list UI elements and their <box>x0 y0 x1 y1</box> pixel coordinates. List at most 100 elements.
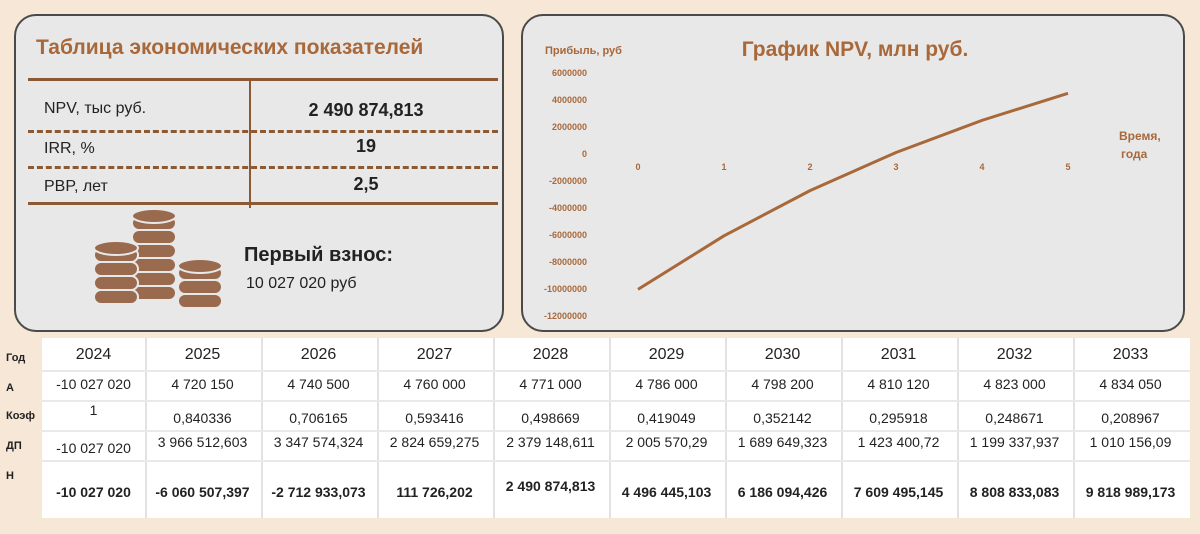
a-cell: 4 720 150 <box>171 376 234 392</box>
first-payment-label: Первый взнос: <box>244 244 393 266</box>
x-tick-label: 4 <box>979 162 984 172</box>
a-cell: 4 823 000 <box>983 376 1046 392</box>
npv-cell: 6 186 094,426 <box>737 484 828 500</box>
x-tick-label: 1 <box>721 162 726 172</box>
table-grid <box>42 338 1190 518</box>
row-label-a: А <box>6 382 14 394</box>
coef-cell: 1 <box>89 402 98 418</box>
chart-title: График NPV, млн руб. <box>741 38 969 61</box>
a-cell: 4 810 120 <box>867 376 930 392</box>
npv-cell: 111 726,202 <box>396 484 473 500</box>
y-tick-label: 6000000 <box>552 68 587 78</box>
dp-cell: 2 824 659,275 <box>389 434 480 450</box>
y-tick-label: -8000000 <box>549 257 587 267</box>
year-cell: 2028 <box>532 346 569 363</box>
x-axis-label: года <box>1121 147 1148 161</box>
dp-cell: 1 423 400,72 <box>857 434 940 450</box>
divider <box>28 78 498 81</box>
npv-chart-card: График NPV, млн руб. Прибыль, руб Время, г… <box>521 14 1185 332</box>
year-cell: 2024 <box>75 346 112 363</box>
year-cell: 2031 <box>880 346 917 363</box>
x-tick-label: 0 <box>635 162 640 172</box>
divider <box>28 202 498 205</box>
year-cell: 2030 <box>764 346 801 363</box>
year-cell: 2027 <box>416 346 453 363</box>
x-tick-label: 3 <box>893 162 898 172</box>
row-separator <box>42 460 1190 462</box>
npv-cell: 8 808 833,083 <box>969 484 1060 500</box>
coins-stack-icon <box>93 208 223 309</box>
column-separator <box>957 338 959 518</box>
coef-cell: 0,352142 <box>753 410 812 426</box>
cash-flow-table: Год А Коэф ДП Н 2024 2025 2026 2027 2028 2029 2030 2… <box>0 338 1200 522</box>
coef-cell: 0,248671 <box>985 410 1044 426</box>
dp-cell: 1 199 337,937 <box>969 434 1060 450</box>
x-tick-label: 2 <box>807 162 812 172</box>
row-separator <box>42 430 1190 432</box>
npv-value: 2 490 874,813 <box>308 100 424 120</box>
column-divider <box>249 78 251 208</box>
y-tick-label: 4000000 <box>552 95 587 105</box>
year-cell: 2026 <box>300 346 337 363</box>
y-tick-label: -6000000 <box>549 230 587 240</box>
dp-cell: -10 027 020 <box>56 440 131 456</box>
row-label-year: Год <box>6 352 26 364</box>
a-cell: 4 798 200 <box>751 376 814 392</box>
first-payment-value: 10 027 020 руб <box>246 275 357 292</box>
y-tick-label: -4000000 <box>549 203 587 213</box>
column-separator <box>261 338 263 518</box>
y-tick-label: -10000000 <box>544 284 587 294</box>
a-cell: 4 771 000 <box>519 376 582 392</box>
npv-cell: 2 490 874,813 <box>505 478 596 494</box>
x-tick-label: 5 <box>1065 162 1070 172</box>
npv-series-line <box>637 91 1069 291</box>
coef-cell: 0,419049 <box>637 410 696 426</box>
coef-cell: 0,498669 <box>521 410 580 426</box>
column-separator <box>1073 338 1075 518</box>
column-separator <box>841 338 843 518</box>
y-tick-label: -2000000 <box>549 176 587 186</box>
column-separator <box>493 338 495 518</box>
row-separator <box>42 370 1190 372</box>
column-separator <box>725 338 727 518</box>
npv-cell: -2 712 933,073 <box>271 484 366 500</box>
a-cell: 4 834 050 <box>1099 376 1162 392</box>
column-separator <box>377 338 379 518</box>
coef-cell: 0,593416 <box>405 410 464 426</box>
a-cell: 4 786 000 <box>635 376 698 392</box>
row-separator <box>42 400 1190 402</box>
a-cell: -10 027 020 <box>56 376 131 392</box>
dp-cell: 1 689 649,323 <box>737 434 828 450</box>
divider <box>28 166 498 169</box>
year-cell: 2033 <box>1112 346 1149 363</box>
column-separator <box>609 338 611 518</box>
npv-cell: 9 818 989,173 <box>1085 484 1176 500</box>
year-cell: 2029 <box>648 346 685 363</box>
row-label-dp: ДП <box>6 440 22 452</box>
dp-cell: 2 005 570,29 <box>625 434 708 450</box>
row-label-coef: Коэф <box>6 410 35 422</box>
coef-cell: 0,208967 <box>1101 410 1160 426</box>
irr-label: IRR, % <box>44 140 95 157</box>
dp-cell: 3 347 574,324 <box>273 434 364 450</box>
row-label-npv: Н <box>6 470 14 482</box>
npv-cell: -6 060 507,397 <box>155 484 250 500</box>
column-separator <box>145 338 147 518</box>
pbp-label: PBP, лет <box>44 178 108 195</box>
y-axis-label: Прибыль, руб <box>545 45 622 57</box>
economic-indicators-card: Таблица экономических показателей NPV, т… <box>14 14 504 332</box>
a-cell: 4 760 000 <box>403 376 466 392</box>
npv-cell: -10 027 020 <box>56 484 131 500</box>
indicators-title: Таблица экономических показателей <box>36 36 424 59</box>
year-cell: 2032 <box>996 346 1033 363</box>
x-axis-label: Время, <box>1119 129 1161 143</box>
coef-cell: 0,840336 <box>173 410 232 426</box>
a-cell: 4 740 500 <box>287 376 350 392</box>
y-tick-label: 0 <box>582 149 587 159</box>
divider <box>28 130 498 133</box>
npv-cell: 4 496 445,103 <box>621 484 712 500</box>
dp-cell: 2 379 148,611 <box>506 434 595 450</box>
year-cell: 2025 <box>184 346 221 363</box>
irr-value: 19 <box>355 136 377 156</box>
pbp-value: 2,5 <box>353 174 379 194</box>
